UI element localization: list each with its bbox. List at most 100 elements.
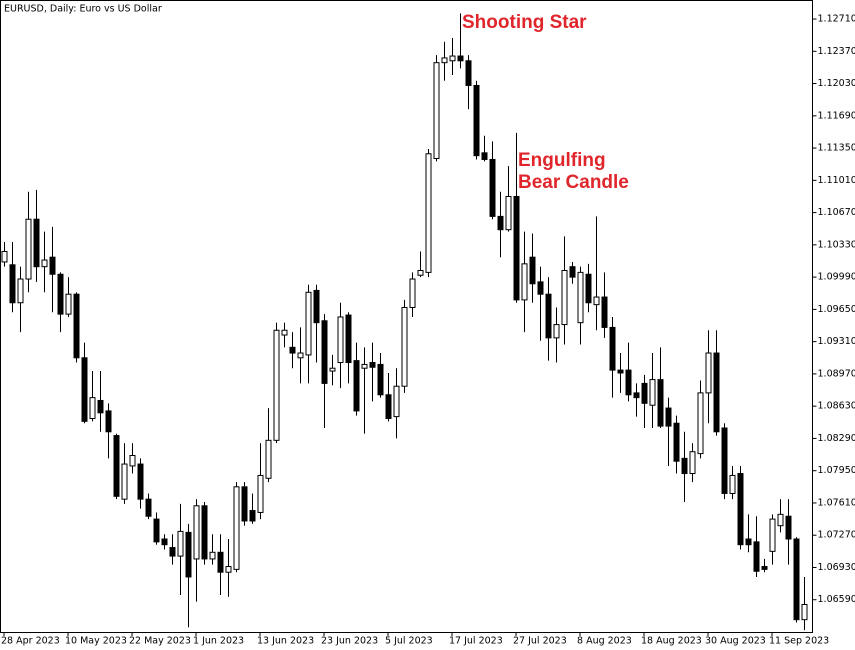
y-tick-label: 1.06590 xyxy=(818,594,855,605)
candle-body xyxy=(681,457,688,475)
candle-body xyxy=(425,153,432,273)
candle-body xyxy=(697,392,704,455)
candle-body xyxy=(249,510,256,522)
candle-body xyxy=(353,360,360,412)
candle-body xyxy=(257,474,264,513)
candle-body xyxy=(553,324,560,339)
candle-body xyxy=(145,498,152,517)
candle-body xyxy=(33,218,40,268)
candle-body xyxy=(201,505,208,560)
candle-body xyxy=(73,293,80,359)
candle-body xyxy=(529,256,536,285)
candle-body xyxy=(457,55,464,62)
candle-body xyxy=(393,385,400,418)
annotation: Bear Candle xyxy=(518,172,629,193)
y-tick-label: 1.08630 xyxy=(818,401,855,412)
candle-body xyxy=(185,531,192,578)
candle-body xyxy=(513,195,520,301)
candle-body xyxy=(545,293,552,339)
candle-body xyxy=(489,158,496,217)
candle-body xyxy=(17,278,24,304)
candle-body xyxy=(649,379,656,406)
candle-body xyxy=(569,266,576,278)
candle-body xyxy=(761,566,768,570)
candle-body xyxy=(369,362,376,368)
candle-body xyxy=(713,352,720,433)
y-tick-label: 1.07270 xyxy=(818,530,855,541)
annotation: Shooting Star xyxy=(462,12,587,33)
x-tick-label: 28 Apr 2023 xyxy=(1,636,60,647)
candle-body xyxy=(625,369,632,396)
candle-body xyxy=(609,326,616,371)
candle-body xyxy=(241,486,248,522)
candle-body xyxy=(289,346,296,354)
candle-body xyxy=(665,407,672,427)
candle-body xyxy=(1,251,8,263)
candle-body xyxy=(601,296,608,328)
candle-body xyxy=(801,603,808,621)
x-tick-label: 22 May 2023 xyxy=(129,636,191,647)
y-tick-label: 1.12710 xyxy=(818,14,855,25)
candle-body xyxy=(689,451,696,475)
x-tick-label: 17 Jul 2023 xyxy=(449,636,503,647)
y-tick-label: 1.09310 xyxy=(818,336,855,347)
candle-body xyxy=(153,518,160,543)
candle-body xyxy=(137,463,144,500)
candle-body xyxy=(473,84,480,157)
candle-body xyxy=(281,329,288,336)
y-tick-label: 1.10330 xyxy=(818,239,855,250)
x-tick-label: 30 Aug 2023 xyxy=(705,636,766,647)
candle-body xyxy=(105,410,112,433)
candle-body xyxy=(377,363,384,396)
candle-body xyxy=(505,195,512,231)
y-tick-label: 1.07950 xyxy=(818,465,855,476)
candle-body xyxy=(449,55,456,62)
y-tick-label: 1.12030 xyxy=(818,78,855,89)
candle-body xyxy=(433,62,440,160)
candle-body xyxy=(657,379,664,427)
candle-body xyxy=(233,486,240,570)
candle-body xyxy=(329,367,336,372)
candle-body xyxy=(593,296,600,306)
candle-body xyxy=(361,363,368,369)
candle-body xyxy=(633,392,640,399)
x-tick-label: 18 Aug 2023 xyxy=(641,636,702,647)
candle-body xyxy=(561,269,568,326)
candle-body xyxy=(673,422,680,462)
candle-body xyxy=(793,538,800,621)
candle-body xyxy=(537,281,544,295)
candle-body xyxy=(337,316,344,364)
y-tick-label: 1.10670 xyxy=(818,207,855,218)
candle-body xyxy=(81,357,88,422)
candle-body xyxy=(705,352,712,394)
y-tick-label: 1.11350 xyxy=(818,143,855,154)
x-tick-label: 27 Jul 2023 xyxy=(513,636,567,647)
candle-body xyxy=(641,382,648,404)
annotation: Engulfing xyxy=(518,150,606,171)
candle-body xyxy=(97,399,104,414)
x-tick-label: 1 Jun 2023 xyxy=(193,636,244,647)
candle-body xyxy=(777,513,784,527)
candle-body xyxy=(273,329,280,441)
candle-body xyxy=(585,273,592,304)
candle-body xyxy=(305,291,312,356)
candle-body xyxy=(785,515,792,540)
candle-body xyxy=(225,566,232,573)
candle-body xyxy=(401,306,408,387)
y-tick-label: 1.11010 xyxy=(818,175,855,186)
candle-body xyxy=(753,541,760,572)
x-tick-label: 13 Jun 2023 xyxy=(257,636,314,647)
y-tick-label: 1.08970 xyxy=(818,368,855,379)
candle-body xyxy=(121,463,128,500)
candle-body xyxy=(89,397,96,420)
candle-body xyxy=(129,455,136,467)
x-tick-label: 8 Aug 2023 xyxy=(577,636,632,647)
candle-body xyxy=(417,269,424,276)
candle-body xyxy=(617,369,624,374)
x-tick-label: 10 May 2023 xyxy=(65,636,127,647)
candle-body xyxy=(729,474,736,494)
y-tick-label: 1.12370 xyxy=(818,46,855,57)
candle-body xyxy=(521,263,528,301)
